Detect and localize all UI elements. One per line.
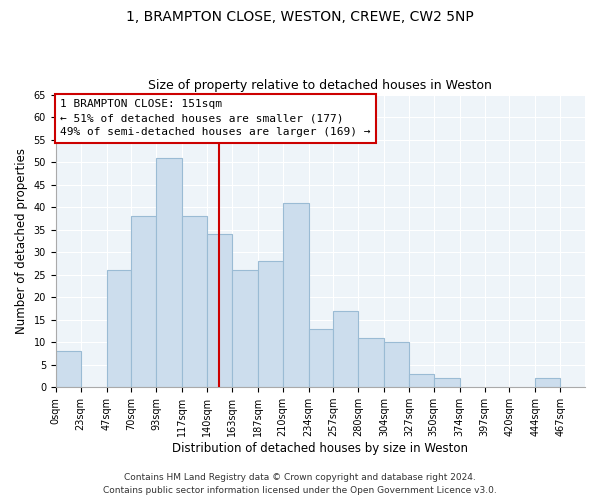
- Bar: [156, 158, 182, 387]
- Bar: [535, 378, 560, 387]
- Bar: [409, 374, 434, 387]
- Bar: [358, 338, 384, 387]
- Bar: [384, 342, 409, 387]
- Bar: [107, 270, 131, 387]
- Bar: [434, 378, 460, 387]
- Bar: [258, 261, 283, 387]
- Text: 1, BRAMPTON CLOSE, WESTON, CREWE, CW2 5NP: 1, BRAMPTON CLOSE, WESTON, CREWE, CW2 5N…: [126, 10, 474, 24]
- Bar: [283, 202, 308, 387]
- Bar: [308, 328, 334, 387]
- Bar: [182, 216, 207, 387]
- Text: 1 BRAMPTON CLOSE: 151sqm
← 51% of detached houses are smaller (177)
49% of semi-: 1 BRAMPTON CLOSE: 151sqm ← 51% of detach…: [60, 99, 371, 137]
- Text: Contains HM Land Registry data © Crown copyright and database right 2024.
Contai: Contains HM Land Registry data © Crown c…: [103, 474, 497, 495]
- Bar: [207, 234, 232, 387]
- Title: Size of property relative to detached houses in Weston: Size of property relative to detached ho…: [148, 79, 493, 92]
- Bar: [131, 216, 156, 387]
- X-axis label: Distribution of detached houses by size in Weston: Distribution of detached houses by size …: [172, 442, 469, 455]
- Y-axis label: Number of detached properties: Number of detached properties: [15, 148, 28, 334]
- Bar: [232, 270, 258, 387]
- Bar: [334, 310, 358, 387]
- Bar: [56, 351, 80, 387]
